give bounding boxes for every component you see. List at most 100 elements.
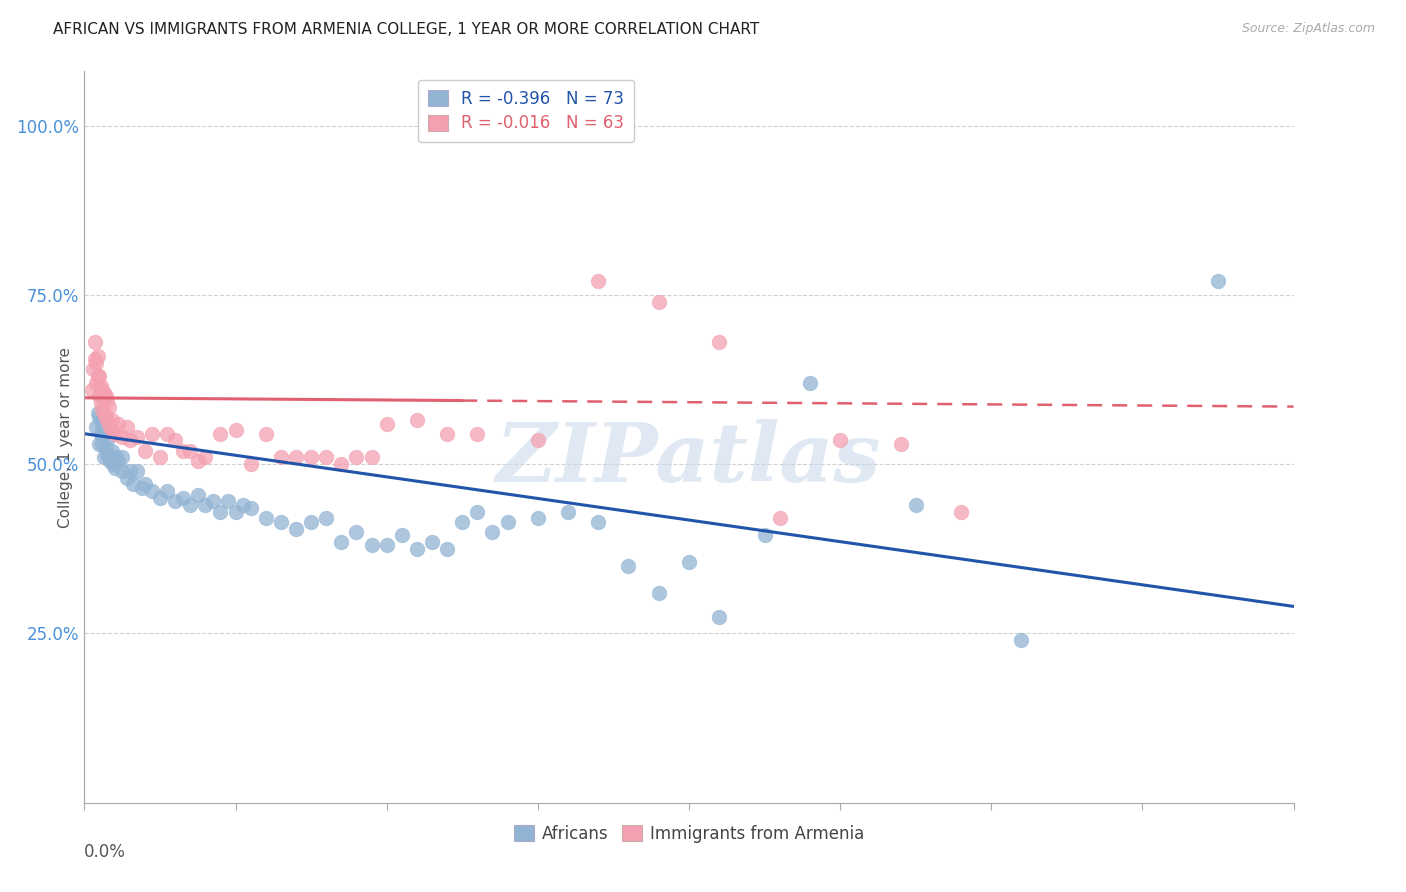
Point: [89, 369, 111, 384]
Point: [96, 447, 118, 461]
Point: [346, 524, 368, 539]
Text: ZIPatlas: ZIPatlas: [496, 419, 882, 499]
Point: [86, 420, 108, 434]
Text: 0.0%: 0.0%: [84, 843, 127, 861]
Point: [194, 450, 217, 465]
Point: [406, 413, 429, 427]
Point: [90, 379, 112, 393]
Point: [156, 484, 179, 499]
Point: [254, 426, 277, 441]
Point: [93, 426, 115, 441]
Point: [97, 430, 120, 444]
Point: [84, 335, 107, 350]
Point: [101, 423, 124, 437]
Point: [105, 450, 128, 465]
Point: [451, 515, 474, 529]
Point: [481, 524, 503, 539]
Point: [94, 409, 117, 424]
Point: [194, 498, 217, 512]
Point: [890, 437, 912, 451]
Point: [94, 440, 117, 454]
Point: [134, 477, 156, 491]
Point: [97, 417, 120, 431]
Point: [391, 528, 413, 542]
Point: [93, 450, 115, 465]
Point: [496, 515, 519, 529]
Point: [588, 274, 610, 288]
Point: [96, 423, 118, 437]
Point: [375, 538, 398, 552]
Point: [118, 464, 141, 478]
Point: [527, 434, 550, 448]
Point: [467, 505, 489, 519]
Point: [91, 420, 114, 434]
Point: [115, 471, 138, 485]
Point: [107, 417, 129, 431]
Point: [172, 443, 194, 458]
Point: [617, 558, 640, 573]
Point: [141, 426, 163, 441]
Point: [315, 450, 337, 465]
Point: [406, 541, 429, 556]
Point: [299, 515, 322, 529]
Point: [270, 515, 292, 529]
Point: [799, 376, 821, 390]
Legend: Africans, Immigrants from Armenia: Africans, Immigrants from Armenia: [506, 818, 872, 849]
Point: [420, 535, 443, 549]
Point: [709, 609, 731, 624]
Point: [80, 383, 103, 397]
Point: [299, 450, 322, 465]
Point: [96, 392, 118, 407]
Point: [769, 511, 792, 525]
Point: [950, 505, 973, 519]
Point: [97, 400, 120, 414]
Point: [330, 535, 353, 549]
Point: [89, 389, 111, 403]
Point: [86, 376, 108, 390]
Point: [285, 450, 308, 465]
Point: [172, 491, 194, 505]
Point: [315, 511, 337, 525]
Point: [90, 426, 112, 441]
Point: [149, 450, 172, 465]
Point: [187, 454, 209, 468]
Point: [156, 426, 179, 441]
Point: [104, 426, 127, 441]
Point: [648, 586, 671, 600]
Point: [1011, 633, 1033, 648]
Point: [239, 501, 262, 516]
Point: [127, 430, 149, 444]
Point: [239, 457, 262, 471]
Point: [131, 481, 153, 495]
Point: [270, 450, 292, 465]
Point: [165, 494, 187, 508]
Point: [830, 434, 852, 448]
Point: [87, 369, 110, 384]
Point: [141, 484, 163, 499]
Point: [101, 457, 124, 471]
Point: [87, 406, 110, 420]
Point: [1206, 274, 1229, 288]
Point: [165, 434, 187, 448]
Point: [87, 349, 110, 363]
Point: [360, 538, 382, 552]
Point: [94, 423, 117, 437]
Point: [93, 386, 115, 401]
Y-axis label: College, 1 year or more: College, 1 year or more: [58, 347, 73, 527]
Point: [254, 511, 277, 525]
Point: [232, 498, 254, 512]
Point: [201, 494, 224, 508]
Point: [91, 383, 114, 397]
Text: AFRICAN VS IMMIGRANTS FROM ARMENIA COLLEGE, 1 YEAR OR MORE CORRELATION CHART: AFRICAN VS IMMIGRANTS FROM ARMENIA COLLE…: [53, 22, 759, 37]
Point: [360, 450, 382, 465]
Point: [89, 409, 111, 424]
Point: [709, 335, 731, 350]
Point: [100, 443, 122, 458]
Point: [209, 505, 232, 519]
Point: [96, 413, 118, 427]
Point: [127, 464, 149, 478]
Point: [209, 426, 232, 441]
Point: [179, 498, 201, 512]
Point: [111, 464, 134, 478]
Point: [217, 494, 239, 508]
